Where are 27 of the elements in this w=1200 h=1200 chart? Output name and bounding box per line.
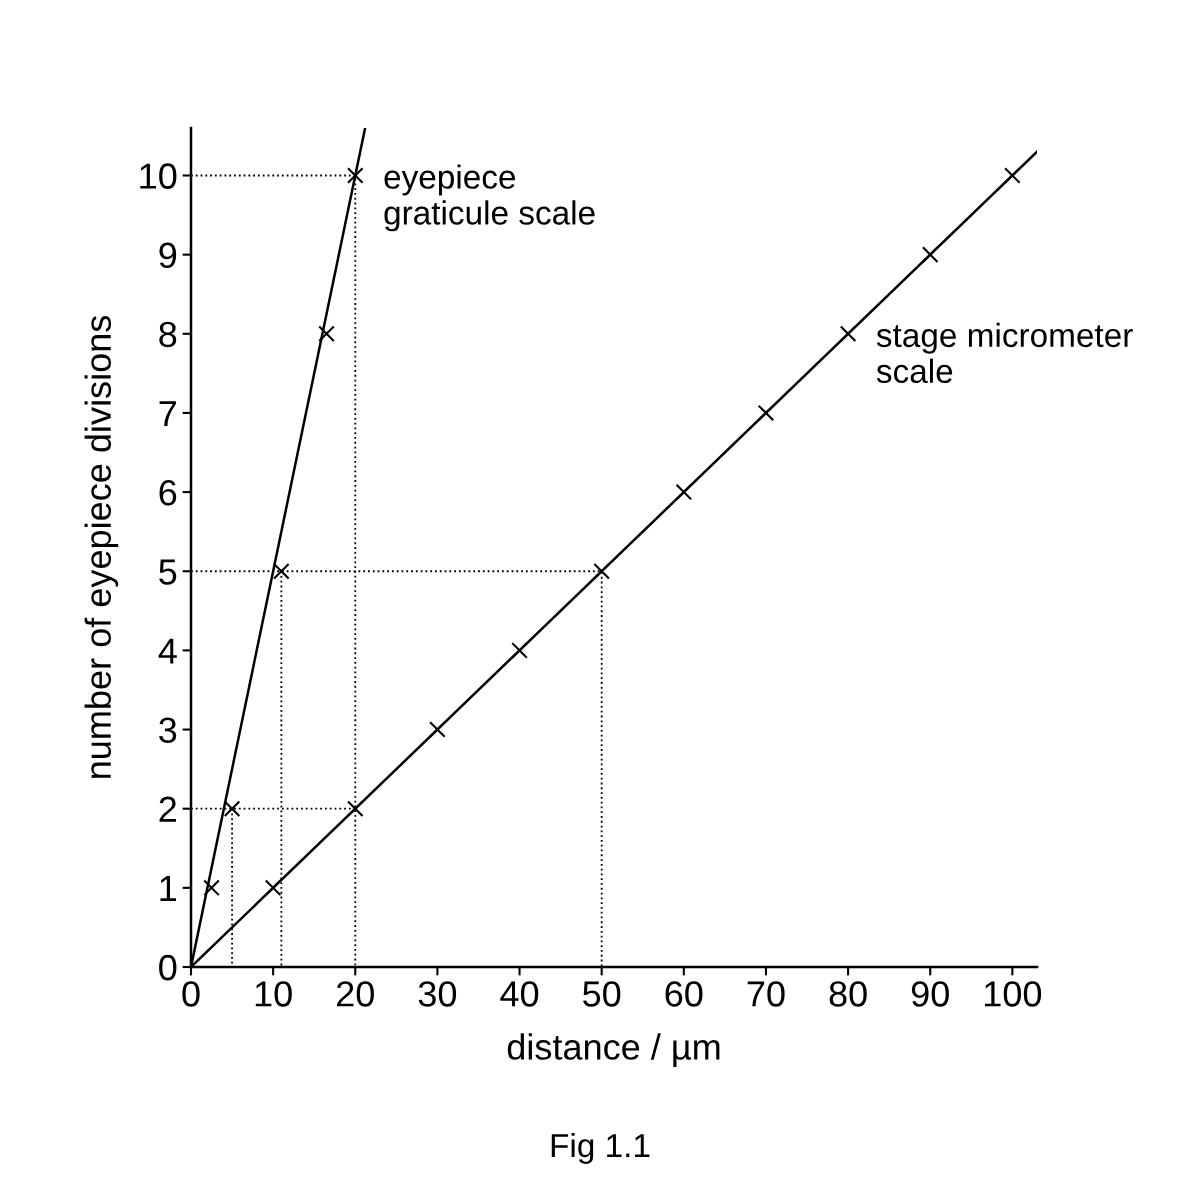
x-tick-label: 0 — [182, 981, 200, 1007]
y-tick-label: 1 — [160, 876, 177, 901]
annotation: eyepiece graticule scale — [384, 164, 595, 232]
y-tick-label: 6 — [159, 479, 177, 506]
x-tick-label: 90 — [911, 981, 949, 1007]
y-tick-label: 8 — [159, 321, 177, 348]
x-tick-label: 100 — [984, 981, 1042, 1007]
y-tick-label: 0 — [159, 954, 177, 981]
y-tick-label: 10 — [140, 163, 177, 189]
y-tick-label: 7 — [159, 401, 176, 427]
x-tick-label: 40 — [500, 981, 539, 1007]
x-tick-label: 60 — [665, 981, 703, 1007]
x-axis-title: distance / µm — [507, 1033, 720, 1067]
y-tick-label: 4 — [158, 638, 177, 664]
x-tick-label: 50 — [583, 981, 621, 1007]
y-tick-label: 2 — [159, 796, 176, 822]
x-tick-label: 70 — [747, 981, 785, 1007]
x-tick-label: 80 — [829, 981, 867, 1007]
y-tick-label: 5 — [159, 559, 177, 585]
annotation: stage micrometer scale — [876, 322, 1133, 384]
y-axis-title: number of eyepiece divisions — [84, 315, 119, 778]
caption: Fig 1.1 — [551, 1132, 650, 1164]
y-tick-label: 3 — [159, 717, 177, 743]
x-tick-label: 30 — [418, 981, 457, 1007]
y-tick-label: 9 — [159, 242, 177, 269]
x-tick-label: 20 — [337, 981, 374, 1007]
x-tick-label: 10 — [255, 981, 292, 1007]
